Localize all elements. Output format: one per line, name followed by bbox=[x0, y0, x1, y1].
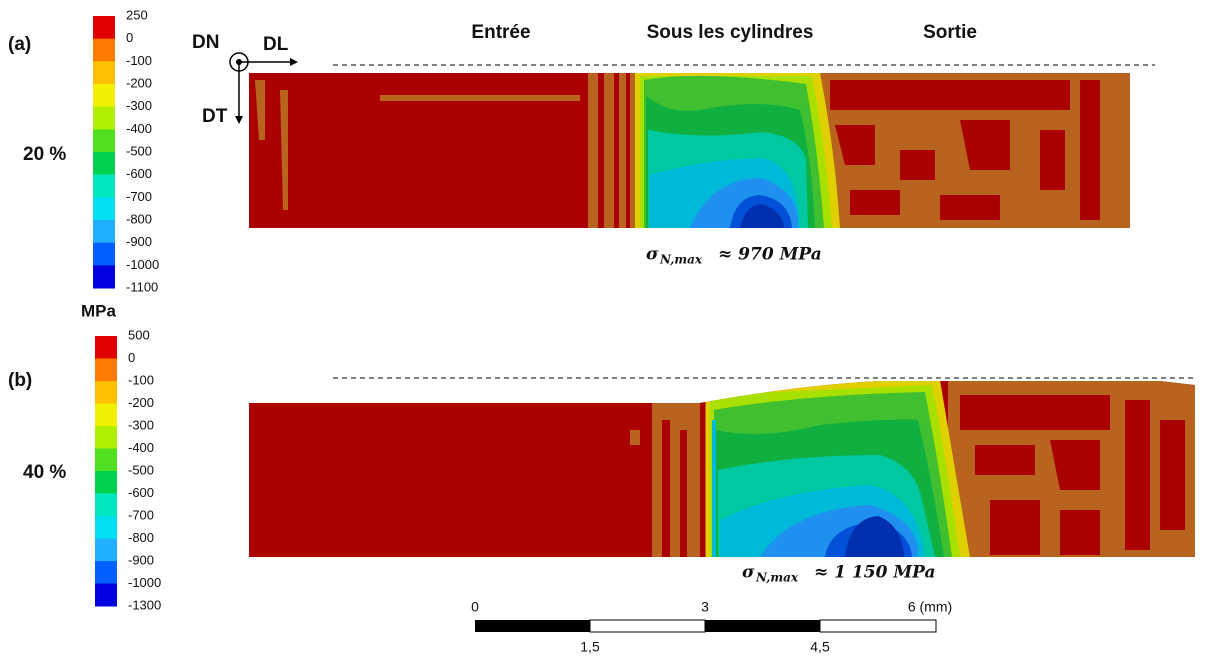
legend-swatch bbox=[93, 220, 115, 244]
legend-label: 0 bbox=[126, 30, 133, 45]
legend-swatch bbox=[93, 152, 115, 176]
scale-segment bbox=[589, 619, 706, 633]
legend-swatch bbox=[93, 197, 115, 221]
strain-label: 40 % bbox=[23, 462, 66, 483]
legend-label: -400 bbox=[126, 121, 152, 136]
legend-swatch bbox=[95, 448, 117, 472]
legend-swatch bbox=[95, 493, 117, 517]
panel-label: (a) bbox=[8, 34, 31, 55]
legend-label: 250 bbox=[126, 7, 148, 22]
legend-label: -200 bbox=[128, 395, 154, 410]
legend-swatch bbox=[93, 265, 115, 289]
legend-swatch bbox=[95, 403, 117, 427]
axis-arrow bbox=[290, 58, 298, 66]
scale-segment bbox=[475, 620, 590, 632]
legend-unit: MPa bbox=[81, 301, 117, 320]
strain-label: 20 % bbox=[23, 144, 66, 165]
legend-label: -500 bbox=[128, 462, 154, 477]
zone-label: Entrée bbox=[471, 22, 530, 43]
contour-plot bbox=[249, 381, 1195, 557]
contour-plot bbox=[249, 73, 1130, 228]
legend-label: -600 bbox=[126, 166, 152, 181]
zone-label: Sous les cylindres bbox=[647, 22, 814, 43]
scale-segment bbox=[705, 620, 820, 632]
axis-label: DL bbox=[263, 34, 289, 55]
legend-swatch bbox=[95, 471, 117, 494]
legend-label: -700 bbox=[128, 507, 154, 522]
legend-swatch bbox=[95, 426, 117, 449]
axis-arrow bbox=[235, 116, 243, 124]
legend-swatch bbox=[93, 16, 115, 40]
legend-swatch bbox=[95, 583, 117, 607]
legend-swatch bbox=[93, 174, 115, 198]
zone-label: Sortie bbox=[923, 22, 977, 43]
scale-label: 0 bbox=[471, 599, 479, 615]
axis-label: DN bbox=[192, 32, 219, 53]
legend-label: -600 bbox=[128, 485, 154, 500]
legend-swatch bbox=[95, 358, 117, 382]
legend-label: -1100 bbox=[126, 279, 158, 294]
stress-value: ≈ 1 150 MPa bbox=[814, 563, 935, 583]
legend-swatch bbox=[95, 336, 117, 359]
stress-symbol: σ bbox=[646, 245, 659, 265]
legend-label: -100 bbox=[126, 53, 152, 68]
scale-label: 1,5 bbox=[580, 639, 600, 655]
stress-subscript: N,max bbox=[755, 571, 799, 585]
legend-label: 500 bbox=[128, 327, 150, 342]
legend-label: -500 bbox=[126, 143, 152, 158]
panel-label: (b) bbox=[8, 370, 32, 391]
legend-swatch bbox=[95, 538, 117, 562]
legend-swatch bbox=[93, 106, 115, 130]
legend-swatch bbox=[93, 61, 115, 85]
legend-label: -400 bbox=[128, 440, 154, 455]
legend-label: -100 bbox=[128, 372, 154, 387]
legend-swatch bbox=[95, 381, 117, 404]
legend-label: -700 bbox=[126, 189, 152, 204]
legend-label: -300 bbox=[128, 417, 154, 432]
legend-label: -200 bbox=[126, 75, 152, 90]
axis-label: DT bbox=[202, 106, 228, 127]
legend-label: -900 bbox=[126, 234, 152, 249]
scale-label: 3 bbox=[701, 599, 709, 615]
legend-swatch bbox=[95, 516, 117, 539]
scale-label: 6 (mm) bbox=[908, 599, 952, 615]
legend-label: -800 bbox=[128, 530, 154, 545]
legends: 250 0 -100 -200 -300 -400 -500 -600 -700 -800 -900… bbox=[93, 7, 161, 612]
legend-swatch bbox=[93, 129, 115, 153]
legend-label: -800 bbox=[126, 211, 152, 226]
legend-label: -1300 bbox=[128, 597, 161, 612]
legend-label: -900 bbox=[128, 552, 154, 567]
legend-label: -300 bbox=[126, 98, 152, 113]
legend-swatch bbox=[93, 84, 115, 108]
legend-label: 0 bbox=[128, 350, 135, 365]
scale-label: 4,5 bbox=[810, 639, 830, 655]
stress-symbol: σ bbox=[742, 563, 755, 583]
legend-label: -1000 bbox=[126, 257, 159, 272]
scale-segment bbox=[819, 619, 937, 633]
stress-subscript: N,max bbox=[659, 253, 703, 267]
stress-value: ≈ 970 MPa bbox=[718, 245, 822, 265]
legend-label: -1000 bbox=[128, 575, 161, 590]
legend-swatch bbox=[95, 561, 117, 584]
legend-swatch bbox=[93, 38, 115, 62]
legend-swatch bbox=[93, 242, 115, 266]
